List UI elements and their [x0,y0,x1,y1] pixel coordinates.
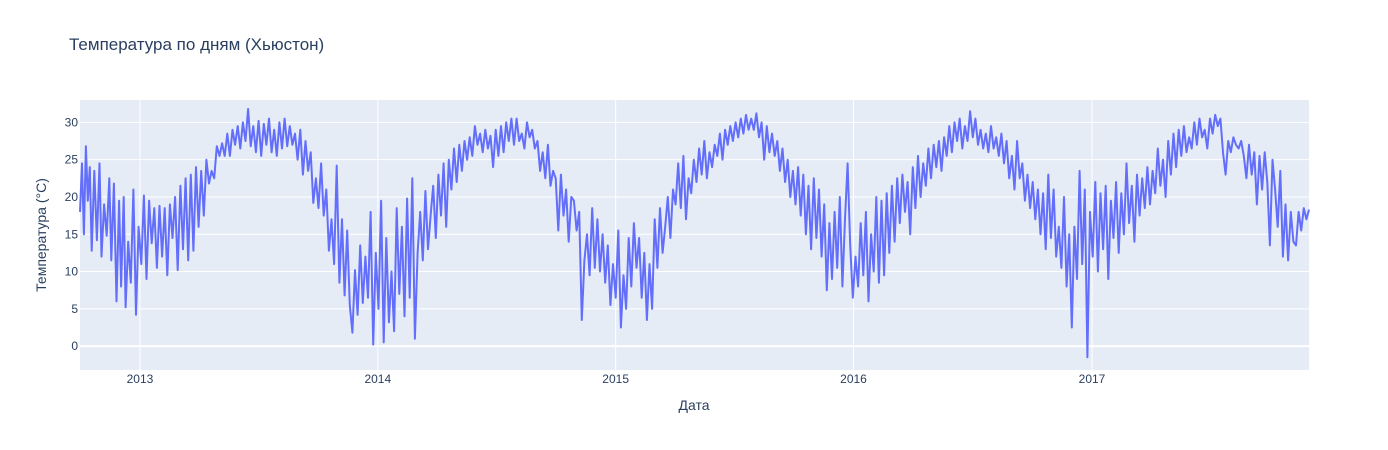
x-axis-ticks: 2013 2014 2015 2016 2017 [127,372,1106,386]
y-tick-label: 10 [65,265,79,279]
plot-area [80,100,1309,370]
x-axis-title: Дата [678,397,709,413]
y-tick-label: 30 [65,115,79,129]
series-group [79,108,1310,359]
y-axis-title: Температура (°C) [33,178,49,292]
x-tick-label: 2015 [602,372,629,386]
y-tick-label: 15 [65,227,79,241]
chart-title: Температура по дням (Хьюстон) [69,35,324,54]
series-line [79,108,1310,359]
y-tick-label: 20 [65,190,79,204]
y-tick-label: 0 [71,339,78,353]
x-tick-label: 2017 [1079,372,1106,386]
x-tick-label: 2013 [127,372,154,386]
x-tick-label: 2014 [364,372,391,386]
y-axis-ticks: 0 5 10 15 20 25 30 [65,115,79,353]
y-tick-label: 25 [65,153,79,167]
y-tick-label: 5 [71,302,78,316]
x-tick-label: 2016 [840,372,867,386]
